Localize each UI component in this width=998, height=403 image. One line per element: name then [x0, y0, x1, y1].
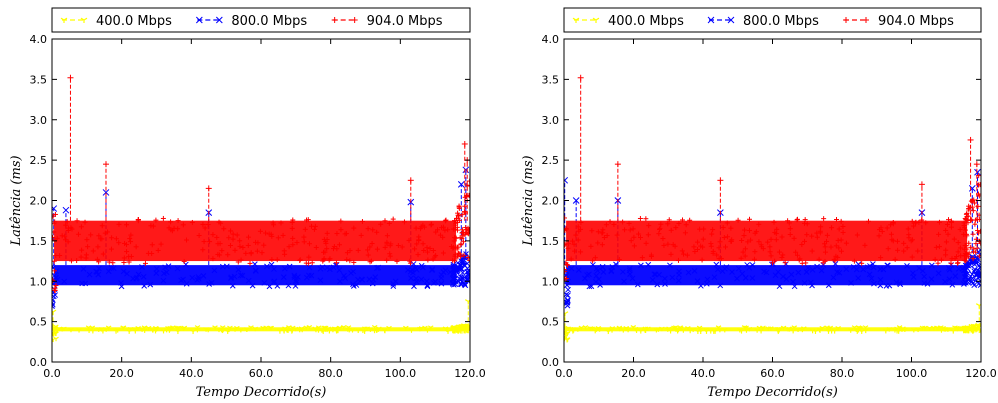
series-2-band — [54, 265, 457, 286]
y-tick-label: 3.5 — [30, 73, 48, 86]
y-tick-label: 3.5 — [542, 73, 560, 86]
y-tick-label: 4.0 — [542, 33, 560, 46]
legend: 400.0 Mbps 800.0 Mbps 904.0 Mbps — [563, 7, 982, 33]
x-tick-label: 0.0 — [43, 367, 61, 380]
y-tick-label: 3.0 — [542, 114, 560, 127]
y-tick-label: 2.0 — [542, 195, 560, 208]
y-tick-label: 0.5 — [542, 316, 560, 329]
legend-entry-1: 400.0 Mbps — [608, 14, 684, 29]
plot-area — [564, 74, 981, 343]
x-tick-label: 40.0 — [179, 367, 204, 380]
axes-frame — [563, 38, 982, 363]
series-1-points — [52, 299, 470, 343]
x-tick-label: 120.0 — [454, 367, 486, 380]
y-tick-label: 1.5 — [30, 235, 48, 248]
x-tick-label: 20.0 — [109, 367, 134, 380]
series-3-band — [54, 220, 457, 262]
y-tick-label: 2.0 — [30, 195, 48, 208]
series-3-band — [566, 220, 968, 262]
series-1-band — [566, 327, 968, 332]
legend-entry-2: 800.0 Mbps — [743, 14, 819, 29]
legend-entry-2: 800.0 Mbps — [231, 14, 307, 29]
chart-panel-1: 0.0 20.0 40.0 60.0 80.0 100.0 120.0 0.0 0.5 1.0 1.… — [9, 7, 486, 400]
series-2-points — [52, 166, 470, 310]
x-tick-label: 120.0 — [965, 367, 997, 380]
legend-entry-1: 400.0 Mbps — [96, 14, 172, 29]
x-tick-label: 60.0 — [760, 367, 785, 380]
y-tick-label: 0.5 — [30, 316, 48, 329]
y-axis-label: Latência (ms) — [9, 155, 24, 246]
series-1-points — [564, 303, 981, 343]
y-tick-label: 1.5 — [542, 235, 560, 248]
axes-frame — [51, 38, 471, 363]
y-tick-label: 3.0 — [30, 114, 48, 127]
x-tick-label: 20.0 — [621, 367, 646, 380]
x-tick-label: 80.0 — [318, 367, 343, 380]
series-3-points — [564, 74, 981, 282]
x-tick-label: 100.0 — [385, 367, 417, 380]
y-tick-label: 1.0 — [30, 275, 48, 288]
y-tick-label: 2.5 — [542, 154, 560, 167]
chart-panel-2: 0.0 20.0 40.0 60.0 80.0 100.0 120.0 0.0 0.5 1.0 1.… — [521, 7, 997, 400]
x-axis-label: Tempo Decorrido(s) — [196, 385, 327, 400]
plot-area — [52, 74, 470, 343]
y-tick-label: 1.0 — [542, 275, 560, 288]
y-axis-label: Latência (ms) — [521, 155, 536, 246]
x-tick-label: 60.0 — [249, 367, 274, 380]
legend-entry-3: 904.0 Mbps — [367, 14, 443, 29]
series-3-points — [52, 74, 470, 293]
y-tick-label: 2.5 — [30, 154, 48, 167]
x-tick-label: 0.0 — [555, 367, 573, 380]
series-2-band — [566, 265, 968, 286]
legend-entry-3: 904.0 Mbps — [878, 14, 954, 29]
x-tick-label: 100.0 — [896, 367, 928, 380]
y-tick-label: 0.0 — [30, 356, 48, 369]
x-axis-label: Tempo Decorrido(s) — [707, 385, 838, 400]
x-tick-label: 80.0 — [830, 367, 855, 380]
y-tick-label: 4.0 — [30, 33, 48, 46]
y-tick-label: 0.0 — [542, 356, 560, 369]
legend: 400.0 Mbps 800.0 Mbps 904.0 Mbps — [51, 7, 471, 33]
x-tick-label: 40.0 — [691, 367, 716, 380]
